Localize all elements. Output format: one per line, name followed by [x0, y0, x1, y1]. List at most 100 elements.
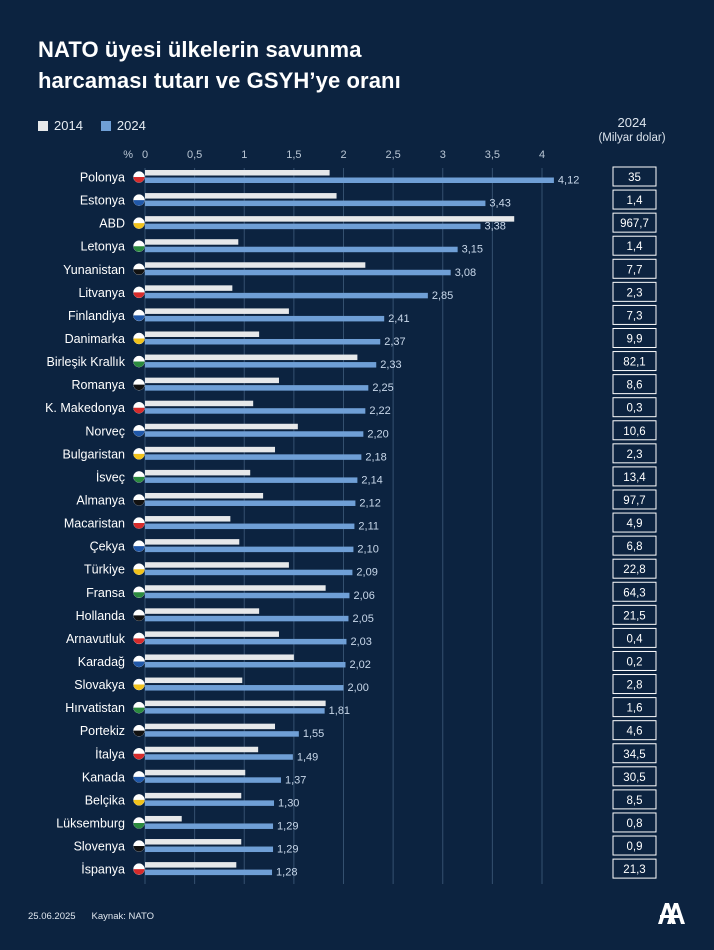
- spending-box: [612, 258, 657, 279]
- bar-2024: [145, 708, 325, 714]
- flag-stripe: [133, 476, 145, 483]
- spending-box: [612, 374, 657, 395]
- legend-item-2024: 2024: [100, 118, 146, 133]
- footer-date: 25.06.2025: [28, 911, 76, 922]
- bar-2014: [145, 331, 260, 337]
- bar-2014: [145, 539, 240, 545]
- country-label: Karadağ: [78, 655, 125, 669]
- country-label: İsveç: [96, 470, 125, 484]
- data-label-2024: 2,14: [361, 474, 382, 486]
- spending-value: 34,5: [623, 749, 645, 761]
- data-label-2024: 1,37: [285, 774, 306, 786]
- bar-2024: [145, 431, 364, 437]
- spending-box: [612, 766, 657, 787]
- x-axis-unit-label: %: [123, 149, 133, 161]
- flag-stripe: [133, 453, 145, 460]
- flag-stripe: [133, 407, 145, 414]
- country-label: Hollanda: [76, 609, 125, 623]
- spending-value: 0,4: [627, 633, 644, 645]
- bar-2014: [145, 400, 254, 407]
- data-label-2024: 2,03: [350, 636, 371, 648]
- spending-box: [612, 212, 657, 233]
- bar-2014: [145, 216, 515, 222]
- bar-2024: [145, 500, 356, 506]
- data-label-2024: 3,15: [462, 244, 483, 256]
- flag-stripe: [133, 384, 145, 391]
- spending-value: 30,5: [623, 772, 645, 784]
- flag-stripe: [133, 200, 145, 206]
- flag-stripe: [133, 592, 145, 598]
- country-label: Danimarka: [65, 332, 125, 346]
- country-label: Bulgaristan: [62, 447, 125, 461]
- bar-2024: [145, 292, 428, 299]
- bar-2024: [145, 685, 344, 691]
- data-label-2024: 2,11: [358, 521, 379, 533]
- country-label: Romanya: [72, 378, 126, 392]
- bar-2014: [145, 723, 276, 730]
- spending-value: 21,5: [623, 610, 645, 622]
- flag-stripe: [133, 799, 145, 806]
- data-label-2024: 2,37: [384, 336, 405, 348]
- flag-stripe: [133, 361, 145, 368]
- legend-label-2024: 2024: [116, 118, 146, 133]
- bar-2024: [145, 200, 486, 207]
- flag-stripe: [133, 546, 145, 552]
- data-label-2024: 1,29: [277, 820, 298, 832]
- bar-chart: % 0 0,5 1 1,5 2 2,5 3 3,5 4 Polonya 4,12 35 Estonya 3,…: [45, 149, 657, 884]
- spending-box: [612, 789, 657, 810]
- spending-value: 1,4: [627, 241, 644, 253]
- country-label: Almanya: [76, 493, 125, 507]
- spending-column-unit: (Milyar dolar): [598, 132, 666, 144]
- spending-value: 7,7: [627, 264, 643, 276]
- data-label-2024: 2,05: [352, 613, 373, 625]
- spending-box: [612, 489, 657, 510]
- flag-stripe: [133, 776, 145, 783]
- spending-value: 35: [628, 172, 641, 184]
- spending-box: [612, 581, 657, 602]
- flag-stripe: [133, 269, 145, 275]
- bar-2014: [145, 308, 289, 314]
- country-label: Norveç: [85, 424, 125, 438]
- spending-box: [612, 420, 657, 441]
- country-label: Portekiz: [80, 724, 125, 738]
- bar-2024: [145, 315, 385, 322]
- spending-box: [612, 650, 657, 671]
- flag-stripe: [133, 615, 145, 621]
- x-tick-label: 0: [142, 149, 148, 161]
- bar-2024: [145, 523, 355, 530]
- country-label: Slovenya: [74, 840, 125, 854]
- spending-value: 64,3: [623, 587, 645, 599]
- bar-2014: [145, 516, 231, 522]
- bar-2024: [145, 454, 362, 460]
- spending-value: 0,3: [627, 403, 643, 415]
- bar-2024: [145, 569, 353, 576]
- spending-box: [612, 720, 657, 741]
- bar-2014: [145, 239, 239, 245]
- chart-title-line-1: NATO üyesi ülkelerin savunma: [38, 37, 362, 62]
- spending-box: [612, 627, 657, 648]
- flag-stripe: [133, 730, 145, 737]
- bar-2024: [145, 731, 299, 737]
- data-label-2024: 2,20: [367, 428, 388, 440]
- bar-2014: [145, 377, 279, 384]
- bar-2014: [145, 469, 251, 476]
- country-label: Finlandiya: [68, 309, 125, 323]
- spending-box: [612, 397, 657, 418]
- spending-value: 0,8: [627, 818, 643, 830]
- country-label: Litvanya: [78, 286, 125, 300]
- country-label: K. Makedonya: [45, 401, 125, 415]
- flag-stripe: [133, 523, 145, 529]
- bar-2024: [145, 638, 347, 645]
- flag-stripe: [133, 223, 145, 229]
- bar-2014: [145, 492, 264, 499]
- bar-2024: [145, 869, 273, 876]
- bar-2014: [145, 769, 246, 776]
- spending-box: [612, 466, 657, 487]
- spending-box: [612, 189, 657, 210]
- country-label: Türkiye: [84, 563, 125, 577]
- spending-box: [612, 166, 657, 187]
- spending-box: [612, 443, 657, 464]
- data-label-2024: 4,12: [558, 175, 579, 187]
- bar-2014: [145, 862, 237, 868]
- bar-2014: [145, 585, 326, 591]
